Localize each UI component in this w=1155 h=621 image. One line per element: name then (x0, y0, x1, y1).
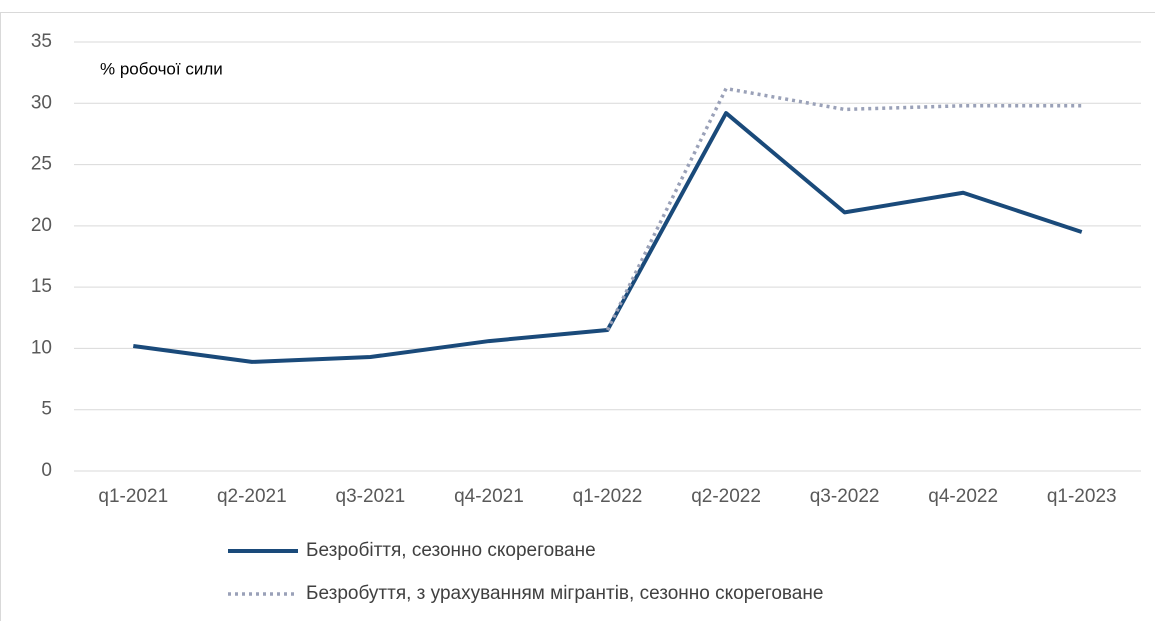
x-tick-label: q2-2021 (217, 486, 287, 507)
y-tick-label: 35 (31, 31, 52, 52)
y-tick-label: 15 (31, 276, 52, 297)
x-tick-label: q3-2022 (810, 486, 880, 507)
x-tick-label: q1-2021 (98, 486, 168, 507)
x-tick-label: q3-2021 (336, 486, 406, 507)
x-tick-label: q4-2022 (928, 486, 998, 507)
y-tick-label: 30 (31, 92, 52, 113)
series-line (605, 86, 1082, 331)
x-tick-label: q1-2022 (573, 486, 643, 507)
series-line (133, 111, 1083, 364)
y-tick-label: 10 (31, 337, 52, 358)
legend-label: Безробіття, сезонно скореговане (306, 540, 596, 561)
annotation: % робочої сили (100, 59, 223, 78)
legend-label: Безробуття, з урахуванням мігрантів, сез… (306, 583, 823, 604)
chart-frame (0, 12, 1155, 621)
x-tick-label: q1-2023 (1047, 486, 1117, 507)
y-tick-label: 5 (41, 399, 52, 420)
y-tick-label: 0 (41, 460, 52, 481)
y-tick-label: 20 (31, 215, 52, 236)
y-tick-label: 25 (31, 154, 52, 175)
x-tick-label: q2-2022 (691, 486, 761, 507)
x-tick-label: q4-2021 (454, 486, 524, 507)
